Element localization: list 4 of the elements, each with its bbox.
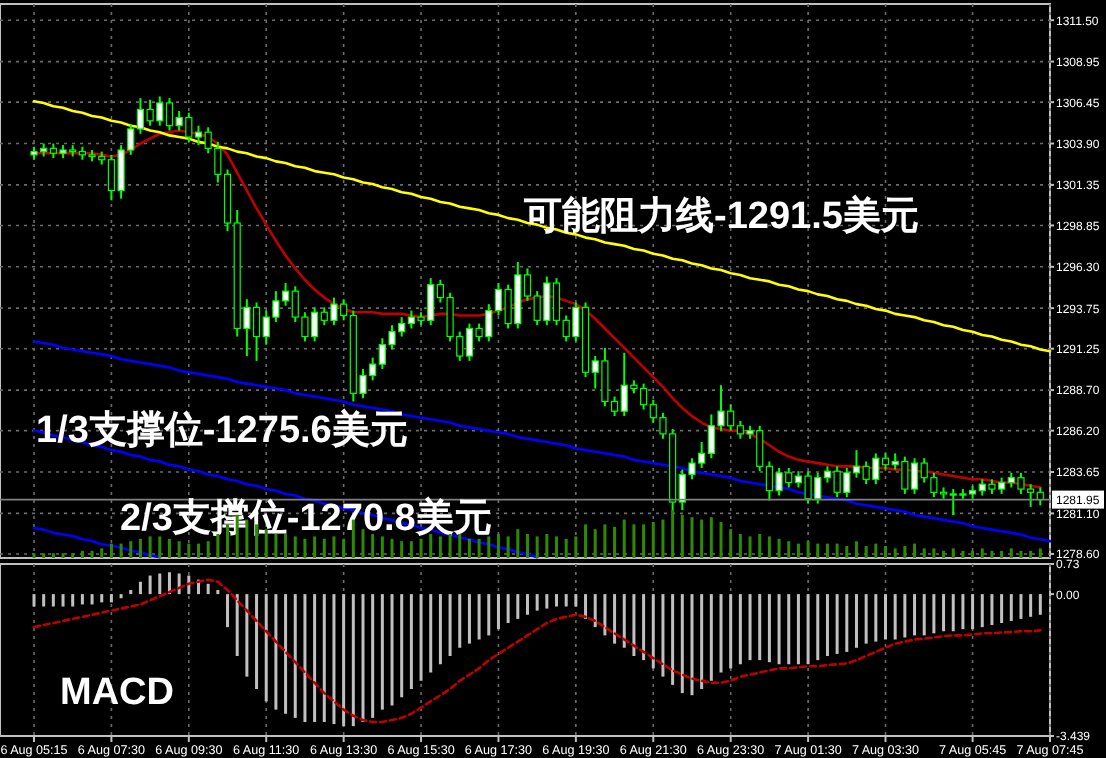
line-series (32, 100, 1052, 353)
annotation: MACD (60, 672, 174, 714)
line-series (32, 340, 1052, 543)
line-series (32, 578, 1042, 724)
